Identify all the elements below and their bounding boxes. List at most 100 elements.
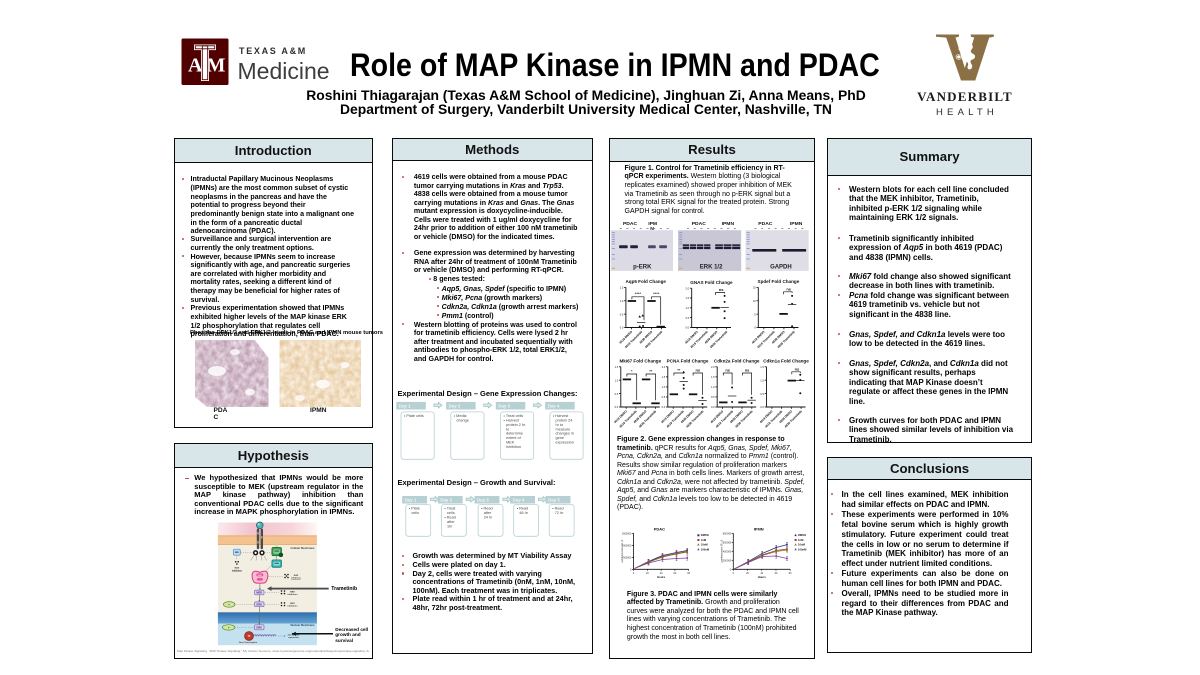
svg-text:1.0: 1.0 bbox=[615, 378, 619, 382]
svg-text:Hours: Hours bbox=[657, 575, 665, 579]
svg-text:40: 40 bbox=[761, 572, 764, 575]
svg-text:10nM: 10nM bbox=[798, 543, 806, 547]
svg-text:200000: 200000 bbox=[723, 559, 732, 562]
svg-text:Luminescence (RLU): Luminescence (RLU) bbox=[721, 539, 724, 563]
svg-text:80: 80 bbox=[789, 572, 792, 575]
svg-text:protein 24: protein 24 bbox=[556, 419, 573, 423]
svg-text:• Read: • Read bbox=[444, 516, 455, 520]
svg-text:IPMN: IPMN bbox=[754, 527, 764, 532]
svg-text:PDAC: PDAC bbox=[692, 221, 707, 227]
svg-text:0.5: 0.5 bbox=[615, 392, 619, 396]
svg-text:40: 40 bbox=[660, 572, 663, 575]
svg-text:changes in: changes in bbox=[556, 432, 574, 436]
svg-text:0.0: 0.0 bbox=[615, 405, 619, 409]
svg-text:0.0: 0.0 bbox=[711, 405, 715, 409]
svg-text:Day 1: Day 1 bbox=[399, 403, 411, 408]
svg-text:0: 0 bbox=[633, 572, 635, 575]
svg-text:MEK: MEK bbox=[290, 591, 295, 593]
svg-text:1nM: 1nM bbox=[798, 538, 804, 542]
svg-text:after: after bbox=[447, 520, 455, 524]
svg-text:60: 60 bbox=[775, 572, 778, 575]
svg-text:inhibitors: inhibitors bbox=[232, 569, 243, 572]
svg-text:24 hr: 24 hr bbox=[484, 516, 493, 520]
svg-text:48 hr: 48 hr bbox=[519, 511, 528, 515]
svg-text:0: 0 bbox=[730, 568, 732, 571]
svg-text:15: 15 bbox=[753, 286, 756, 290]
svg-text:IPMN: IPMN bbox=[790, 221, 803, 227]
svg-text:ns: ns bbox=[745, 368, 750, 373]
svg-text:1.0: 1.0 bbox=[662, 385, 666, 389]
svg-text:MEK: MEK bbox=[256, 591, 262, 595]
svg-text:0.5: 0.5 bbox=[761, 392, 765, 396]
svg-text:M: M bbox=[207, 55, 226, 77]
svg-text:0: 0 bbox=[630, 568, 632, 571]
svg-text:1.5: 1.5 bbox=[662, 375, 666, 379]
svg-text:expression: expression bbox=[556, 441, 574, 445]
svg-text:• Read: • Read bbox=[517, 507, 528, 511]
svg-text:**: ** bbox=[678, 368, 682, 373]
svg-text:• Read: • Read bbox=[481, 507, 492, 511]
svg-text:inhibitors: inhibitors bbox=[288, 605, 299, 608]
svg-text:HEALTH: HEALTH bbox=[936, 107, 998, 118]
svg-text:• Harvest: • Harvest bbox=[553, 414, 569, 418]
svg-text:expression: expression bbox=[288, 637, 299, 639]
svg-text:0.0: 0.0 bbox=[761, 405, 765, 409]
svg-text:p-ERK: p-ERK bbox=[633, 264, 652, 270]
svg-text:PDAC: PDAC bbox=[759, 221, 774, 227]
svg-text:ns: ns bbox=[726, 368, 731, 373]
svg-text:1.0: 1.0 bbox=[711, 385, 715, 389]
svg-text:Day 4: Day 4 bbox=[513, 497, 525, 502]
svg-text:• Read: • Read bbox=[552, 507, 563, 511]
svg-text:Cdkn1a Fold Change: Cdkn1a Fold Change bbox=[764, 359, 810, 364]
svg-text:2.0: 2.0 bbox=[662, 365, 666, 369]
svg-text:1.5: 1.5 bbox=[620, 286, 624, 290]
svg-text:1.0: 1.0 bbox=[620, 299, 624, 303]
svg-text:• Treat: • Treat bbox=[444, 507, 456, 511]
svg-text:5: 5 bbox=[755, 312, 757, 316]
svg-text:RAF: RAF bbox=[294, 574, 299, 577]
svg-text:Spdef Fold Change: Spdef Fold Change bbox=[758, 279, 800, 284]
svg-text:Day 4: Day 4 bbox=[548, 403, 560, 408]
svg-text:0.0: 0.0 bbox=[620, 326, 624, 330]
svg-text:cells: cells bbox=[411, 511, 419, 515]
svg-text:cells: cells bbox=[447, 511, 455, 515]
svg-text:extent of: extent of bbox=[506, 436, 522, 440]
svg-text:ns: ns bbox=[696, 368, 701, 373]
svg-text:inhibitors: inhibitors bbox=[288, 593, 299, 596]
svg-text:P: P bbox=[228, 627, 230, 629]
svg-text:100nM: 100nM bbox=[798, 547, 807, 551]
svg-text:Hours: Hours bbox=[758, 575, 766, 579]
svg-text:• Plate cells: • Plate cells bbox=[404, 414, 424, 418]
svg-text:Aqp5 Fold Change: Aqp5 Fold Change bbox=[626, 279, 667, 284]
svg-text:****: **** bbox=[653, 291, 660, 296]
svg-text:change: change bbox=[456, 419, 468, 423]
svg-text:800000: 800000 bbox=[723, 532, 732, 535]
svg-text:500000: 500000 bbox=[623, 556, 632, 559]
svg-text:100nM: 100nM bbox=[701, 547, 710, 551]
svg-text:gene: gene bbox=[556, 436, 564, 440]
svg-text:ns: ns bbox=[787, 286, 792, 291]
svg-text:1.5: 1.5 bbox=[761, 365, 765, 369]
svg-text:600000: 600000 bbox=[723, 541, 732, 544]
svg-text:DMSO: DMSO bbox=[798, 533, 806, 537]
svg-text:GAPDH: GAPDH bbox=[770, 264, 792, 270]
svg-text:PDAC: PDAC bbox=[654, 527, 665, 532]
svg-text:VANDERBILT: VANDERBILT bbox=[917, 89, 1013, 104]
svg-text:DMSO: DMSO bbox=[701, 533, 709, 537]
svg-text:1.5: 1.5 bbox=[686, 296, 690, 300]
svg-text:Cdkn2a Fold Change: Cdkn2a Fold Change bbox=[714, 359, 760, 364]
svg-text:ERK: ERK bbox=[257, 626, 263, 630]
svg-text:10nM: 10nM bbox=[701, 543, 709, 547]
svg-text:• Treat cells: • Treat cells bbox=[504, 414, 524, 418]
svg-text:72 hr: 72 hr bbox=[555, 511, 564, 515]
svg-text:measure: measure bbox=[556, 427, 571, 431]
svg-text:N: N bbox=[650, 226, 654, 232]
svg-text:GNAS Fold Change: GNAS Fold Change bbox=[691, 280, 734, 285]
svg-text:ERK: ERK bbox=[290, 603, 295, 605]
svg-text:MEK: MEK bbox=[506, 441, 515, 445]
svg-text:Day 1: Day 1 bbox=[405, 497, 417, 502]
svg-text:protein 2 hr: protein 2 hr bbox=[506, 423, 526, 427]
svg-text:*: * bbox=[631, 369, 633, 374]
svg-text:Day 3: Day 3 bbox=[498, 403, 510, 408]
svg-text:IPM: IPM bbox=[648, 221, 657, 227]
